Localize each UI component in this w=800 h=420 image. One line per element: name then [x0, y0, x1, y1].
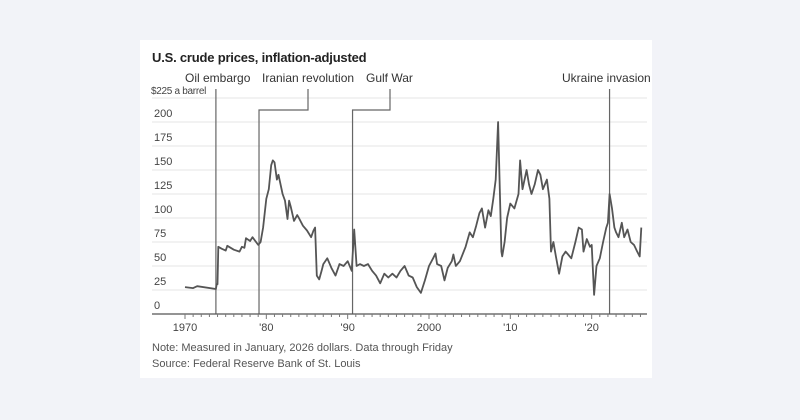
x-tick-label: 1970	[173, 322, 197, 334]
x-tick-label: '90	[340, 322, 354, 334]
x-tick-label: '10	[503, 322, 517, 334]
annotation-label: Iranian revolution	[262, 71, 354, 85]
y-tick-label: 125	[154, 180, 172, 192]
x-tick-label: 2000	[417, 322, 441, 334]
chart-source: Source: Federal Reserve Bank of St. Loui…	[152, 358, 361, 370]
y-tick-label: 0	[154, 300, 160, 312]
annotation-leader-line	[351, 89, 391, 314]
y-tick-label: 75	[154, 228, 166, 240]
y-tick-label: 175	[154, 132, 172, 144]
x-tick-label: '80	[259, 322, 273, 334]
chart-title: U.S. crude prices, inflation-adjusted	[152, 50, 367, 65]
y-tick-label: 25	[154, 276, 166, 288]
annotation-leader-line	[258, 89, 309, 314]
annotation-label: Oil embargo	[185, 71, 251, 85]
y-tick-label: 50	[154, 252, 166, 264]
y-tick-label: 100	[154, 204, 172, 216]
annotation-label: Ukraine invasion	[562, 71, 651, 85]
x-tick-label: '20	[584, 322, 598, 334]
y-tick-label: 200	[154, 108, 172, 120]
y-tick-label: 150	[154, 156, 172, 168]
annotation-label: Gulf War	[366, 71, 413, 85]
chart-note: Note: Measured in January, 2026 dollars.…	[152, 342, 453, 354]
price-line	[184, 121, 643, 296]
y-axis-unit-label: $225 a barrel	[151, 86, 206, 97]
chart-card	[140, 40, 652, 378]
